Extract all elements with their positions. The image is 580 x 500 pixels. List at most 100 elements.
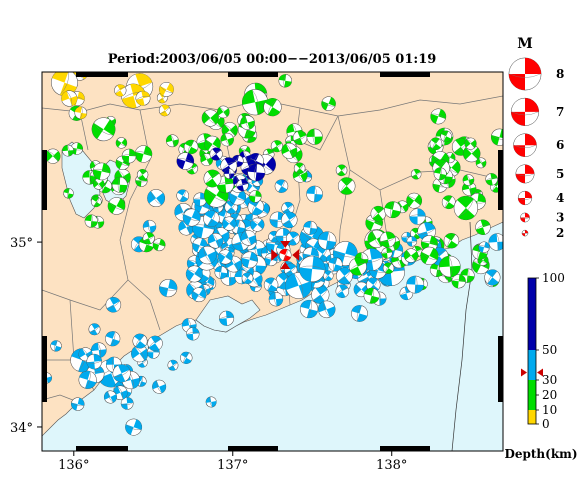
focal-mechanism-269 (200, 153, 214, 166)
focal-mechanism-114 (203, 210, 220, 227)
focal-mechanism-118 (182, 208, 201, 227)
focal-mechanism-260 (166, 134, 179, 148)
x-tick-label-0: 136° (58, 458, 89, 473)
focal-mechanism-323 (440, 130, 452, 143)
focal-mechanism-335 (462, 181, 477, 196)
depth-label-0: 0 (542, 417, 550, 431)
focal-mechanisms (29, 72, 503, 436)
depth-marker (521, 368, 543, 377)
magnitude-legend-ball-4 (517, 190, 533, 206)
focal-mechanism-161 (303, 220, 318, 235)
focal-mechanism-398 (51, 72, 78, 97)
focal-mechanism-288 (45, 148, 61, 164)
focal-mechanism-213 (406, 275, 425, 294)
focal-mechanism-338 (430, 108, 447, 125)
focal-mechanism-30 (269, 211, 286, 228)
focal-mechanism-231 (420, 235, 438, 253)
focal-mechanism-397 (114, 84, 127, 97)
focal-mechanism-210 (409, 208, 426, 225)
depth-band-3 (528, 350, 536, 380)
focal-mechanism-305 (107, 197, 126, 215)
focal-mechanism-252 (220, 132, 234, 147)
focal-mechanism-70 (185, 265, 203, 283)
focal-mechanism-349 (105, 297, 122, 313)
focal-mechanism-16 (142, 219, 157, 234)
focal-mechanism-304 (92, 178, 105, 190)
top-bar-1 (228, 72, 278, 77)
focal-mechanism-270 (337, 177, 356, 195)
focal-mechanism-299 (142, 232, 155, 245)
focal-mechanism-283 (29, 210, 43, 224)
focal-mechanism-278 (293, 162, 306, 175)
focal-mechanism-147 (241, 272, 254, 285)
focal-mechanism-35 (176, 189, 189, 202)
magnitude-legend-ball-8 (508, 57, 542, 91)
focal-mechanism-399 (61, 90, 78, 107)
focal-mechanism-341 (105, 331, 121, 347)
focal-mechanism-181 (406, 192, 423, 209)
focal-mechanism-318 (410, 168, 422, 180)
magnitude-legend-ball-5 (515, 164, 535, 184)
bottom-bar-0 (76, 446, 128, 451)
focal-mechanism-225 (478, 241, 490, 253)
magnitude-legend-ball-6 (513, 133, 537, 157)
focal-mechanism-208 (348, 257, 367, 276)
depth-label-30: 30 (542, 373, 557, 387)
depth-label-10: 10 (542, 403, 557, 417)
magnitude-legend: M 8 7 6 5 4 32 (508, 36, 564, 240)
focal-mechanism-209 (370, 205, 387, 222)
depth-label-20: 20 (542, 388, 557, 402)
focal-mechanism-388 (176, 152, 195, 170)
focal-mechanism-123 (351, 305, 368, 322)
focal-mechanism-109 (222, 216, 237, 231)
focal-mechanism-254 (136, 169, 149, 181)
longitude-line (451, 221, 473, 451)
focal-mechanism-111 (250, 217, 265, 232)
focal-mechanism-336 (462, 174, 475, 186)
magnitude-legend-label-5: 5 (556, 167, 564, 181)
focal-mechanism-104 (147, 189, 166, 208)
magnitude-legend-title: M (517, 36, 533, 52)
axis-ticks: 136° 137° 138° 34° 35° (10, 236, 407, 473)
map-title: Period:2003/06/05 00:00−−2013/06/05 01:1… (108, 52, 437, 67)
focal-mechanism-256 (292, 130, 308, 146)
focal-mechanism-69 (306, 185, 323, 203)
bottom-bar-2 (380, 446, 430, 451)
magnitude-legend-label-6: 6 (556, 138, 564, 152)
focal-mechanism-244 (321, 96, 336, 111)
focal-mechanism-363 (103, 390, 117, 404)
highlight-mechanism (278, 248, 292, 262)
focal-mechanism-268 (115, 137, 128, 149)
focal-mechanism-176 (328, 257, 343, 272)
focal-mechanism-367 (132, 333, 148, 349)
focal-mechanism-394 (158, 104, 171, 117)
focal-mechanism-97 (217, 249, 233, 265)
magnitude-legend-label-4: 4 (556, 191, 564, 205)
depth-band-2 (528, 380, 536, 395)
focal-mechanism-157 (299, 299, 319, 319)
focal-mechanism-154 (335, 284, 350, 298)
focal-mechanism-151 (317, 300, 336, 319)
depth-scale-title: Depth(km) (504, 447, 577, 461)
focal-mechanism-353 (152, 379, 167, 394)
map-area (29, 72, 503, 451)
focal-mechanism-224 (403, 248, 419, 263)
focal-mechanism-343 (120, 396, 134, 410)
focal-mechanism-55 (281, 201, 295, 215)
focal-mechanism-321 (462, 144, 481, 163)
focal-mechanism-355 (131, 345, 149, 363)
focal-mechanism-218 (475, 219, 491, 235)
focal-mechanism-271 (335, 164, 348, 177)
focal-mechanism-387 (223, 168, 235, 179)
map-border-bars (42, 72, 503, 451)
focal-mechanism-371 (86, 353, 103, 370)
focal-mechanism-205 (488, 233, 503, 251)
bottom-bar-1 (228, 446, 278, 451)
x-tick-label-2: 138° (376, 458, 407, 473)
focal-mechanism-127 (268, 291, 284, 307)
highlight-event (271, 241, 300, 270)
focal-mechanism-119 (198, 245, 217, 265)
focal-mechanism-232 (406, 236, 418, 247)
right-bar-1 (498, 336, 503, 402)
